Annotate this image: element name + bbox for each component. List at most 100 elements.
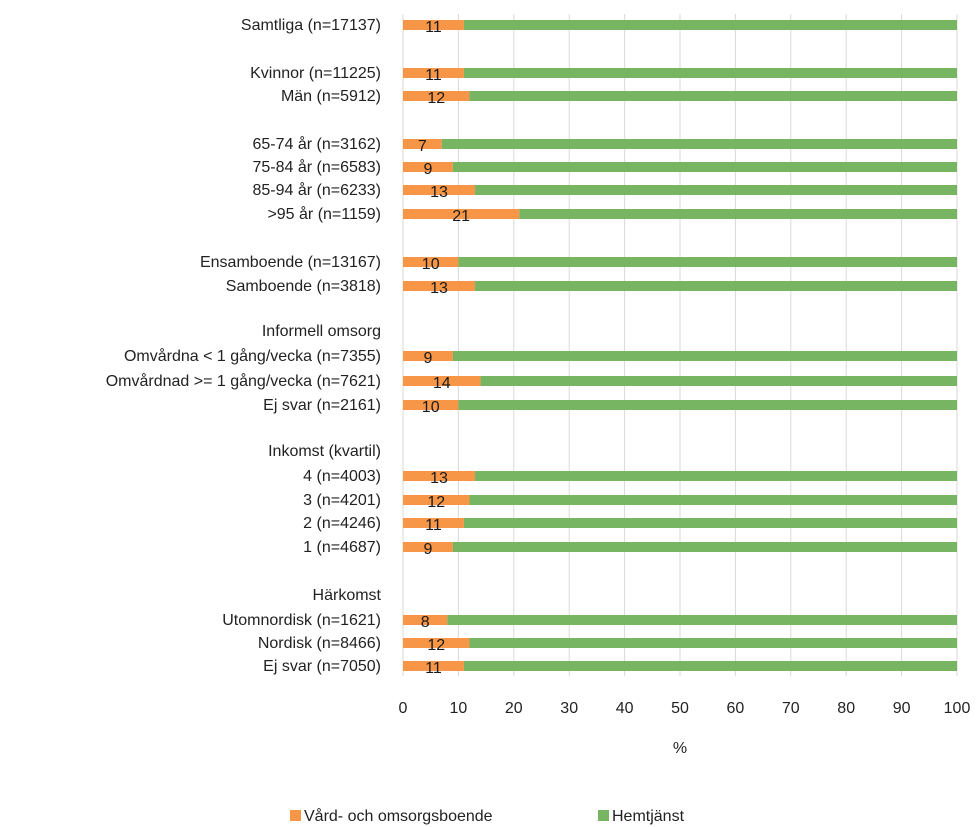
x-axis-ticks: 0 10 20 30 40 50 60 70 80 90 100: [399, 700, 971, 717]
row-label: Män (n=5912): [281, 88, 381, 105]
row-label: 65-74 år (n=3162): [252, 135, 381, 153]
bar-vard-och-omsorgsboende: [403, 162, 453, 172]
data-label: 9: [423, 350, 432, 367]
data-label: 10: [422, 399, 440, 416]
bar-vard-och-omsorgsboende: [403, 281, 476, 291]
x-tick-label: 30: [560, 700, 578, 717]
row-labels: Samtliga (n=17137) Kvinnor (n=11225) Män (…: [106, 17, 382, 675]
x-tick-label: 100: [944, 700, 971, 717]
bar-hemtjanst: [469, 91, 957, 101]
bar-hemtjanst: [441, 139, 957, 149]
bar-vard-och-omsorgsboende: [403, 400, 459, 410]
bar-hemtjanst: [469, 638, 957, 648]
bar-hemtjanst: [452, 542, 957, 552]
bar-vard-och-omsorgsboende: [403, 68, 464, 78]
bar-vard-och-omsorgsboende: [403, 542, 453, 552]
bar-hemtjanst: [469, 495, 957, 505]
row-label: 4 (n=4003): [303, 468, 381, 485]
row-label: 1 (n=4687): [303, 539, 381, 556]
row-label: Ej svar (n=7050): [263, 658, 381, 675]
bar-hemtjanst: [447, 615, 957, 625]
bar-vard-och-omsorgsboende: [403, 615, 448, 625]
bar-hemtjanst: [475, 185, 957, 195]
bar-vard-och-omsorgsboende: [403, 185, 476, 195]
row-label: Utomnordisk (n=1621): [222, 612, 381, 629]
bar-hemtjanst: [458, 400, 957, 410]
bar-hemtjanst: [519, 209, 957, 219]
row-label: Samboende (n=3818): [226, 278, 381, 295]
row-label: Inkomst (kvartil): [268, 443, 381, 460]
data-label: 21: [452, 208, 470, 225]
bar-hemtjanst: [463, 518, 957, 528]
row-label: Informell omsorg: [262, 323, 381, 340]
data-label: 13: [430, 280, 448, 297]
bar-hemtjanst: [463, 661, 957, 671]
grid: [402, 14, 958, 676]
bar-hemtjanst: [475, 281, 957, 291]
bar-vard-och-omsorgsboende: [403, 376, 481, 386]
data-label: 11: [425, 660, 442, 677]
bar-hemtjanst: [480, 376, 957, 386]
row-label: Ensamboende (n=13167): [200, 254, 381, 271]
row-label: 2 (n=4246): [303, 515, 381, 532]
bars: [403, 20, 957, 671]
bar-vard-och-omsorgsboende: [403, 495, 470, 505]
x-tick-label: 50: [671, 700, 689, 717]
data-label: 7: [418, 138, 427, 155]
x-axis-title: %: [673, 740, 687, 757]
data-label: 11: [425, 19, 442, 36]
data-label: 12: [427, 637, 445, 654]
row-label: Samtliga (n=17137): [241, 17, 381, 34]
data-label: 9: [423, 161, 432, 178]
bar-vard-och-omsorgsboende: [403, 661, 464, 671]
row-label: Härkomst: [313, 587, 382, 604]
bar-vard-och-omsorgsboende: [403, 139, 442, 149]
x-tick-label: 20: [505, 700, 523, 717]
x-tick-label: 10: [450, 700, 468, 717]
row-label: Kvinnor (n=11225): [250, 65, 381, 82]
bar-hemtjanst: [463, 68, 957, 78]
legend-label: Hemtjänst: [612, 808, 685, 825]
row-label: Nordisk (n=8466): [258, 635, 381, 652]
data-label: 9: [423, 541, 432, 558]
bar-hemtjanst: [463, 20, 957, 30]
bar-hemtjanst: [452, 351, 957, 361]
row-label: 85-94 år (n=6233): [252, 181, 381, 199]
legend-swatch: [598, 810, 609, 821]
data-label: 14: [433, 375, 451, 392]
data-label: 12: [427, 494, 445, 511]
x-tick-label: 90: [893, 700, 911, 717]
bar-hemtjanst: [458, 257, 957, 267]
x-tick-label: 80: [837, 700, 855, 717]
data-label: 13: [430, 470, 448, 487]
bar-vard-och-omsorgsboende: [403, 351, 453, 361]
x-tick-label: 60: [727, 700, 745, 717]
legend-swatch: [290, 810, 301, 821]
bar-vard-och-omsorgsboende: [403, 20, 464, 30]
row-label: 3 (n=4201): [303, 492, 381, 509]
legend-label: Vård- och omsorgsboende: [304, 807, 493, 825]
data-label: 10: [422, 256, 440, 273]
x-tick-label: 70: [782, 700, 800, 717]
data-label: 13: [430, 184, 448, 201]
data-label: 12: [427, 90, 445, 107]
row-label: >95 år (n=1159): [267, 205, 381, 223]
bar-hemtjanst: [452, 162, 957, 172]
bar-vard-och-omsorgsboende: [403, 91, 470, 101]
data-label: 11: [425, 67, 442, 84]
bar-vard-och-omsorgsboende: [403, 209, 520, 219]
row-label: Omvårdna < 1 gång/vecka (n=7355): [124, 347, 381, 365]
data-label: 11: [425, 517, 442, 534]
row-label: 75-84 år (n=6583): [252, 158, 381, 176]
row-label: Omvårdnad >= 1 gång/vecka (n=7621): [106, 372, 381, 390]
bar-vard-och-omsorgsboende: [403, 518, 464, 528]
x-tick-label: 40: [616, 700, 634, 717]
row-label: Ej svar (n=2161): [263, 397, 381, 414]
bar-vard-och-omsorgsboende: [403, 257, 459, 267]
x-tick-label: 0: [399, 700, 408, 717]
legend: Vård- och omsorgsboende Hemtjänst: [290, 807, 685, 825]
data-label: 8: [421, 614, 430, 631]
